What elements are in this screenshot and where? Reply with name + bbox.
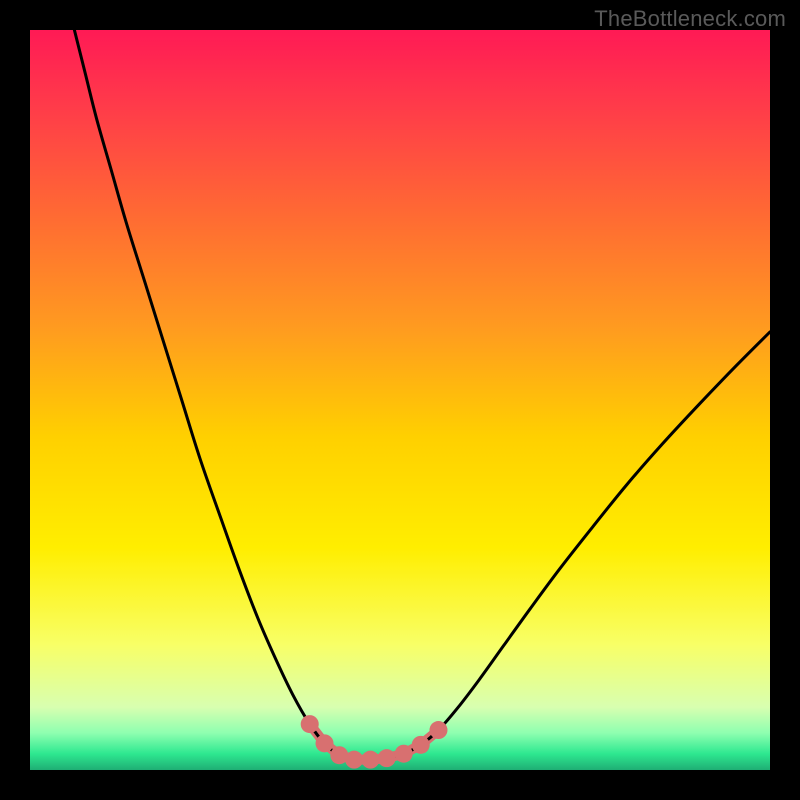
marker-dot <box>301 715 319 733</box>
watermark-label: TheBottleneck.com <box>594 6 786 32</box>
gradient-background <box>30 30 770 770</box>
bottleneck-curve-chart <box>30 30 770 770</box>
marker-dot <box>429 721 447 739</box>
marker-dot <box>378 749 396 767</box>
marker-dot <box>395 745 413 763</box>
marker-dot <box>316 734 334 752</box>
marker-dot <box>412 736 430 754</box>
plot-area <box>30 30 770 770</box>
chart-frame: TheBottleneck.com <box>0 0 800 800</box>
marker-dot <box>345 751 363 769</box>
marker-dot <box>361 751 379 769</box>
